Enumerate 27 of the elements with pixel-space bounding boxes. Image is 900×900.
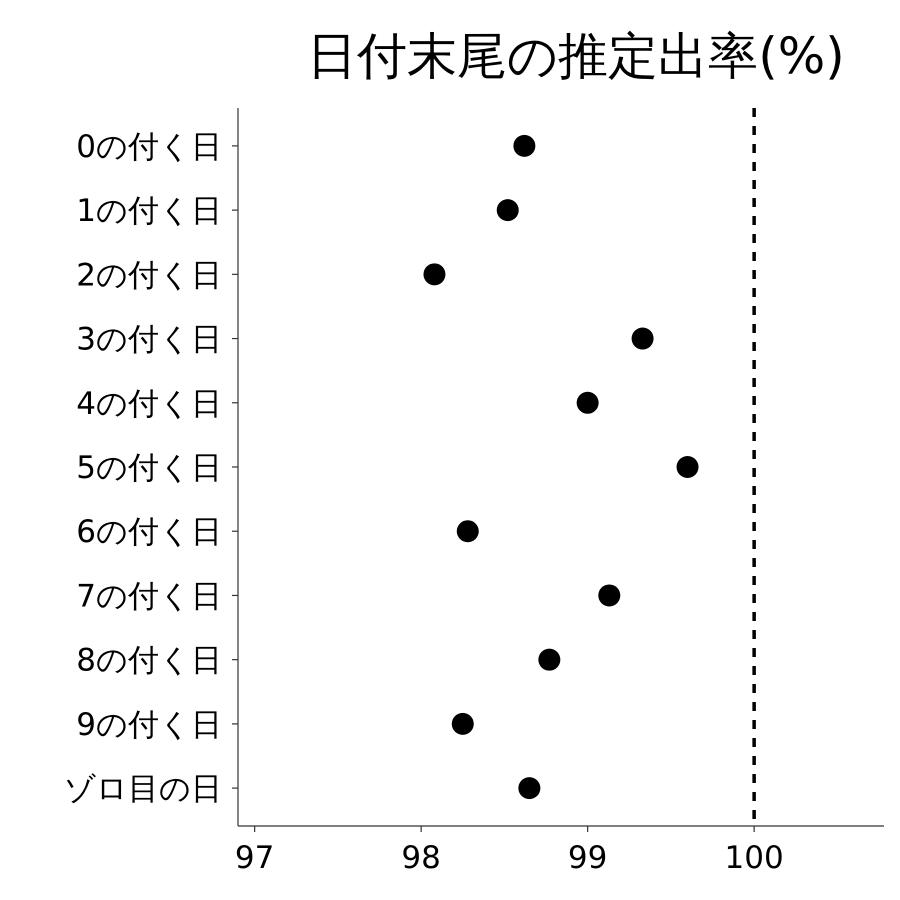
y-tick-label: 5の付く日	[76, 450, 222, 486]
point	[576, 392, 599, 414]
point	[513, 134, 536, 157]
point	[456, 520, 479, 542]
point	[518, 777, 540, 800]
point	[452, 712, 474, 735]
y-tick-label: 4の付く日	[76, 386, 222, 422]
y-tick-label: 2の付く日	[76, 257, 222, 294]
y-tick-label: 6の付く日	[76, 514, 222, 550]
x-tick-label: 98	[401, 840, 441, 876]
point	[676, 456, 699, 478]
point	[598, 584, 620, 606]
y-tick-label: 3の付く日	[76, 322, 222, 358]
y-tick-label: ゾロ目の日	[64, 771, 222, 808]
x-tick-label: 97	[234, 840, 274, 876]
x-tick-label: 99	[568, 840, 608, 876]
y-tick-label: 8の付く日	[76, 642, 222, 679]
point	[423, 263, 446, 286]
x-tick-label: 100	[724, 840, 784, 876]
chart-title: 日付末尾の推定出率(%)	[307, 27, 845, 85]
y-tick-label: 7の付く日	[76, 578, 222, 614]
point	[496, 199, 519, 222]
y-tick-label: 0の付く日	[76, 128, 222, 165]
point	[632, 328, 654, 350]
point	[538, 648, 560, 671]
y-tick-label: 1の付く日	[76, 193, 222, 230]
y-tick-label: 9の付く日	[76, 706, 222, 743]
